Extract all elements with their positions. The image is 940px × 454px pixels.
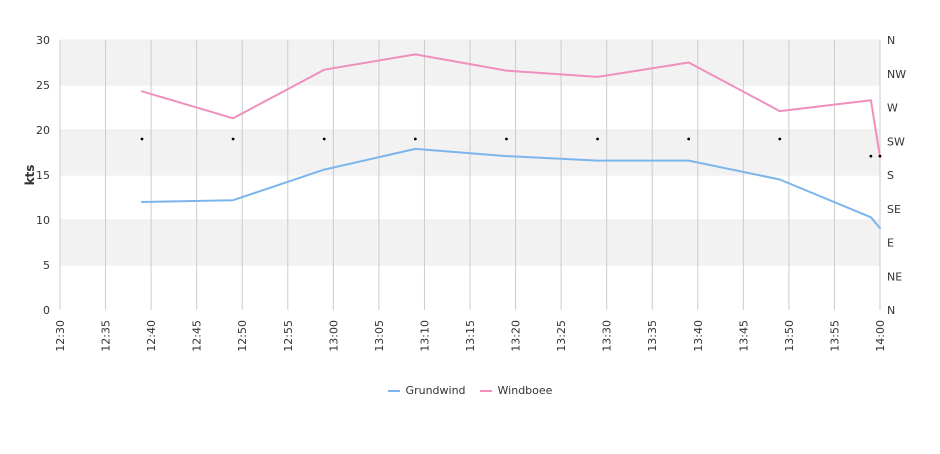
x-tick-label: 13:50 xyxy=(783,320,796,352)
legend: Grundwind Windboee xyxy=(0,384,940,397)
x-tick-label: 13:55 xyxy=(828,320,841,352)
legend-item-grundwind[interactable]: Grundwind xyxy=(387,384,466,397)
direction-marker xyxy=(778,137,782,141)
legend-swatch-windboee xyxy=(479,389,492,392)
y2-axis-ticks: N NE E SE S SW W NW N xyxy=(887,34,906,317)
vertical-gridlines xyxy=(59,40,881,310)
x-axis-ticks: 12:30 12:35 12:40 12:45 12:50 12:55 13:00 13:05… xyxy=(54,320,887,352)
x-tick-label: 12:30 xyxy=(54,320,67,352)
direction-marker xyxy=(413,137,417,141)
direction-marker xyxy=(140,137,144,141)
x-tick-label: 13:15 xyxy=(464,320,477,352)
direction-markers xyxy=(140,137,882,158)
direction-marker xyxy=(596,137,599,141)
y-tick-label: 10 xyxy=(36,214,50,227)
y2-tick-label: NE xyxy=(887,270,902,283)
y-axis-label: kts xyxy=(23,165,37,186)
x-tick-label: 12:35 xyxy=(100,320,113,352)
y-tick-label: 0 xyxy=(43,304,50,317)
y2-tick-label: N xyxy=(887,304,895,317)
y2-tick-label: SE xyxy=(887,203,901,216)
x-tick-label: 13:00 xyxy=(327,320,340,352)
direction-marker xyxy=(231,137,235,141)
x-tick-label: 13:40 xyxy=(692,320,705,352)
x-tick-label: 13:10 xyxy=(418,320,431,352)
y-axis-ticks: 0 5 10 15 20 25 30 xyxy=(36,34,50,317)
y2-tick-label: S xyxy=(887,169,894,182)
y-tick-label: 5 xyxy=(43,259,50,272)
y-tick-label: 30 xyxy=(36,34,50,47)
direction-marker xyxy=(869,154,873,158)
y-tick-label: 20 xyxy=(36,124,50,137)
x-tick-label: 12:55 xyxy=(282,320,295,352)
x-tick-label: 12:40 xyxy=(145,320,158,352)
x-tick-label: 12:45 xyxy=(191,320,204,352)
legend-item-windboee[interactable]: Windboee xyxy=(479,384,553,397)
y2-tick-label: E xyxy=(887,237,894,250)
x-tick-label: 14:00 xyxy=(874,320,887,352)
x-tick-label: 13:30 xyxy=(601,320,614,352)
direction-marker xyxy=(322,137,326,141)
x-tick-label: 13:05 xyxy=(373,320,386,352)
y2-tick-label: NW xyxy=(887,68,906,81)
y2-tick-label: SW xyxy=(887,135,905,148)
y-tick-label: 25 xyxy=(36,79,50,92)
x-tick-label: 13:25 xyxy=(555,320,568,352)
direction-marker xyxy=(878,154,882,158)
x-tick-label: 13:20 xyxy=(510,320,523,352)
y-tick-label: 15 xyxy=(36,169,50,182)
series-layer xyxy=(141,53,881,230)
legend-swatch-grundwind xyxy=(387,389,400,392)
series-line-windboee[interactable] xyxy=(141,53,881,158)
series-line-grundwind[interactable] xyxy=(141,147,881,230)
direction-marker xyxy=(687,137,691,141)
direction-marker xyxy=(505,137,508,141)
y2-tick-label: N xyxy=(887,34,895,47)
legend-label-grundwind: Grundwind xyxy=(405,384,466,397)
x-tick-label: 12:50 xyxy=(236,320,249,352)
legend-label-windboee: Windboee xyxy=(497,384,553,397)
x-tick-label: 13:35 xyxy=(646,320,659,352)
x-tick-label: 13:45 xyxy=(737,320,750,352)
y2-tick-label: W xyxy=(887,102,898,115)
